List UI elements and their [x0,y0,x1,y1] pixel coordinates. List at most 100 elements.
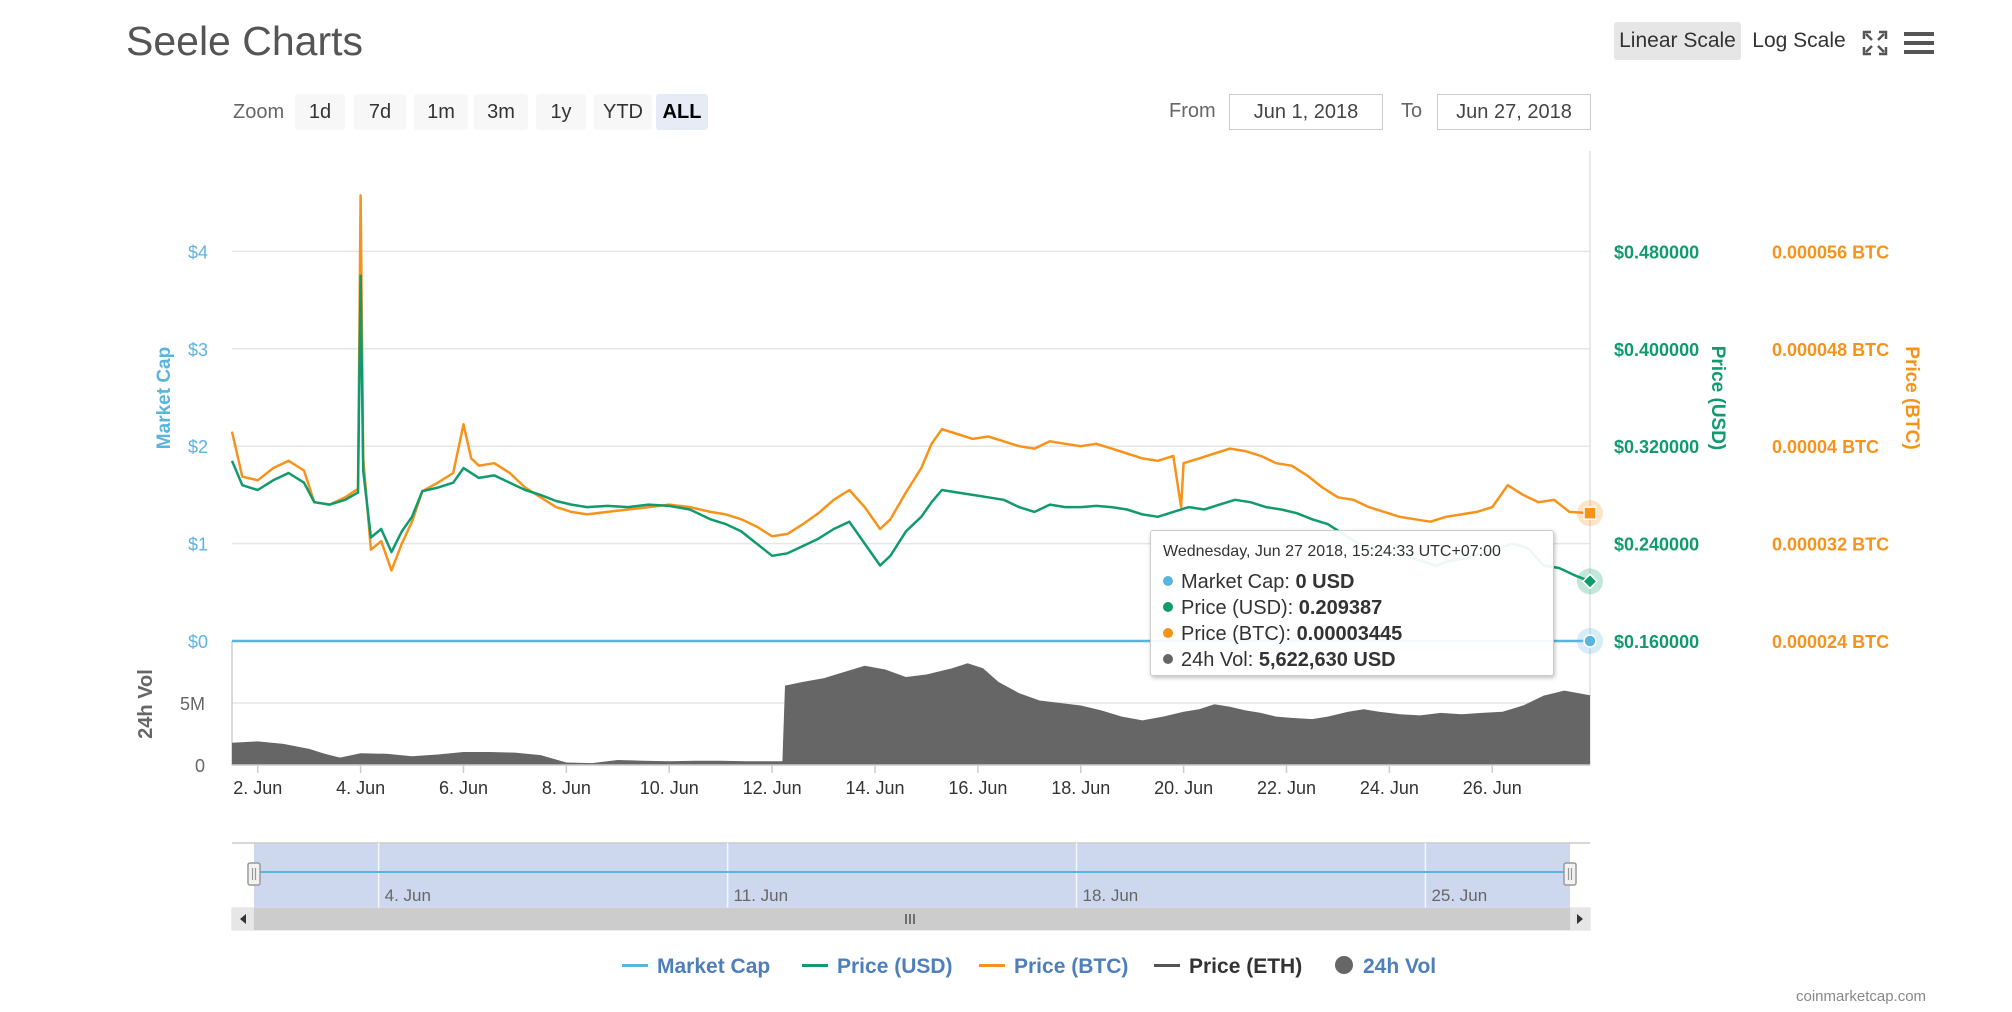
tooltip-row-label: Market Cap: [1181,571,1296,593]
from-label: From [1169,100,1216,122]
price-usd-tick-label: $0.240000 [1614,535,1699,555]
legend-item-market-cap[interactable]: Market Cap [622,952,770,982]
data-tooltip: Wednesday, Jun 27 2018, 15:24:33 UTC+07:… [1150,530,1554,676]
legend-item-price-btc[interactable]: Price (BTC) [979,952,1128,982]
scrollbar-thumb [254,908,1570,930]
navigator-layer: 4. Jun 11. Jun 18. Jun 25. Jun [231,842,1591,931]
volume-layer [232,663,1590,765]
from-date-input[interactable]: Jun 1, 2018 [1229,94,1383,130]
tooltip-row-label: Price (BTC): [1181,623,1297,645]
tooltip-row-label: Price (USD): [1181,597,1299,619]
fullscreen-icon[interactable] [1862,30,1888,56]
tooltip-row-label: 24h Vol: [1181,649,1259,671]
legend-circle [1335,956,1353,975]
price-usd-tick-label: $0.160000 [1614,632,1699,652]
volume-axis-title: 24h Vol [135,669,157,739]
zoom-3m-button[interactable]: 3m [474,94,528,130]
navigator-right-handle[interactable] [1563,862,1577,886]
x-tick-label: 22. Jun [1257,778,1316,798]
zoom-1m-button[interactable]: 1m [414,94,468,130]
navigator-handle-body [247,862,261,886]
axis-layer: $0 $1 $2 $3 $4 Market Cap $0.160000 $0.240000 $0… [135,242,1922,798]
zoom-ytd-button[interactable]: YTD [594,94,652,130]
price-usd-tick-label: $0.320000 [1614,437,1699,457]
legend-swatch [622,963,648,967]
price-usd-hover-marker [1581,573,1599,590]
market-cap-axis-title: Market Cap [154,347,175,449]
credits-link[interactable]: coinmarketcap.com [1796,988,1927,1005]
zoom-7d-button[interactable]: 7d [354,94,406,130]
zoom-label: Zoom [233,101,285,123]
legend-item-price-usd[interactable]: Price (USD) [802,952,953,982]
x-tick-label: 24. Jun [1360,778,1419,798]
navigator-selection [254,843,1570,908]
market-cap-tick-label: $1 [188,535,208,555]
page-title: Seele Charts [126,18,364,64]
tooltip-row-value: 0 USD [1295,571,1355,593]
x-tick-label: 8. Jun [542,778,591,798]
x-tick-label: 20. Jun [1154,778,1213,798]
tooltip-dot [1163,653,1173,664]
market-cap-tick-label: $2 [188,437,208,457]
tooltip-row-price-btc: Price (BTC): 0.00003445 [1163,623,1402,646]
x-tick-label: 2. Jun [233,778,282,798]
linear-scale-button[interactable]: Linear Scale [1614,22,1741,60]
price-btc-tick-label: 0.000056 BTC [1772,242,1889,262]
to-label: To [1401,100,1423,122]
legend-label: Price (BTC) [1014,955,1129,978]
market-cap-tick-label: $4 [188,242,208,262]
tooltip-dot [1163,575,1173,586]
tooltip-row-market-cap: Market Cap: 0 USD [1163,571,1354,594]
price-btc-tick-label: 0.000032 BTC [1772,535,1889,555]
x-tick-label: 6. Jun [439,778,488,798]
to-date-input[interactable]: Jun 27, 2018 [1437,94,1591,130]
price-btc-tick-label: 0.000024 BTC [1772,632,1889,652]
price-usd-tick-label: $0.400000 [1614,340,1699,360]
price-btc-tick-label: 0.000048 BTC [1772,340,1889,360]
x-tick-label: 12. Jun [743,778,802,798]
log-scale-button[interactable]: Log Scale [1752,29,1846,52]
price-btc-line [230,194,1591,572]
x-tick-label: 16. Jun [948,778,1007,798]
price-btc-axis-title: Price (BTC) [1901,346,1922,449]
navigator-tick-label: 11. Jun [734,886,789,905]
scroll-left-icon [240,914,246,924]
price-usd-axis-title: Price (USD) [1707,346,1728,451]
tooltip-row-value: 5,622,630 USD [1258,649,1396,671]
x-tick-label: 4. Jun [336,778,385,798]
navigator-handle-body [1563,862,1577,886]
market-cap-tick-label: $0 [188,632,208,652]
scroll-right-icon [1577,914,1583,924]
price-btc-hover-marker [1583,506,1597,520]
x-tick-label: 10. Jun [640,778,699,798]
navigator-tick-label: 25. Jun [1431,886,1487,905]
zoom-all-button[interactable]: ALL [656,94,708,130]
navigator-tick-label: 18. Jun [1083,886,1139,905]
zoom-1d-button[interactable]: 1d [295,94,345,130]
tooltip-row-value: 0.00003445 [1296,623,1403,645]
legend-item-volume[interactable]: 24h Vol [1335,952,1436,982]
x-tick-label: 26. Jun [1463,778,1522,798]
market-cap-hover-marker [1583,634,1597,648]
legend-label: Market Cap [657,955,771,978]
navigator-left-handle[interactable] [247,862,261,886]
menu-icon[interactable] [1904,30,1934,56]
legend-swatch [1154,963,1180,967]
tooltip-row-volume: 24h Vol: 5,622,630 USD [1163,649,1396,672]
volume-area [232,663,1590,765]
price-usd-tick-label: $0.480000 [1614,242,1699,262]
legend-swatch [979,963,1005,967]
volume-tick-label: 0 [195,756,205,776]
legend-swatch [802,963,828,967]
navigator-scrollbar[interactable] [231,907,1591,931]
tooltip-row-value: 0.209387 [1298,597,1383,619]
legend-label: 24h Vol [1363,955,1437,978]
x-tick-label: 14. Jun [845,778,904,798]
legend-label: Price (USD) [837,955,953,978]
zoom-1y-button[interactable]: 1y [536,94,586,130]
tooltip-row-price-usd: Price (USD): 0.209387 [1163,597,1382,620]
market-cap-tick-label: $3 [188,340,208,360]
legend-item-price-eth[interactable]: Price (ETH) [1154,952,1302,982]
